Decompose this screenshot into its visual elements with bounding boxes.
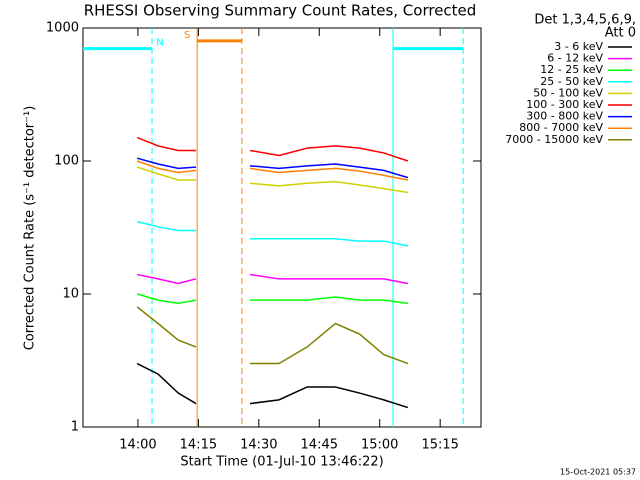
- y-tick-label: 10: [62, 287, 79, 302]
- legend-label: 100 - 300 keV: [526, 98, 603, 111]
- series-line: [136, 157, 409, 179]
- series-line: [136, 160, 409, 181]
- x-tick-label: 14:30: [240, 438, 277, 453]
- series-line: [136, 293, 409, 305]
- x-tick-label: 14:00: [119, 438, 156, 453]
- y-tick-label: 1: [71, 420, 79, 435]
- y-tick-label: 1000: [46, 21, 79, 36]
- legend-label: 800 - 7000 keV: [519, 121, 603, 134]
- series-line: [136, 306, 409, 365]
- legend-label: 6 - 12 keV: [547, 52, 603, 65]
- legend-label: 50 - 100 keV: [533, 86, 603, 99]
- legend-header: Att 0: [605, 26, 636, 41]
- plot-frame: [82, 27, 482, 428]
- legend-label: 25 - 50 keV: [540, 75, 603, 88]
- series-line: [136, 136, 409, 162]
- series-line: [136, 166, 409, 194]
- legend-header: Det 1,3,4,5,6,9,: [534, 13, 636, 28]
- legend-label: 300 - 800 keV: [526, 110, 603, 123]
- series-line: [136, 220, 409, 247]
- flag-label: S: [184, 30, 190, 41]
- series-line: [136, 273, 409, 285]
- x-tick-label: 15:00: [361, 438, 398, 453]
- legend-label: 7000 - 15000 keV: [505, 133, 603, 146]
- x-tick-label: 14:15: [180, 438, 217, 453]
- legend-label: 12 - 25 keV: [540, 63, 603, 76]
- x-axis-label: Start Time (01-Jul-10 13:46:22): [180, 455, 383, 470]
- legend-label: 3 - 6 keV: [554, 40, 603, 53]
- y-tick-label: 100: [54, 154, 79, 169]
- series-line: [136, 362, 409, 409]
- chart-title: RHESSI Observing Summary Count Rates, Co…: [84, 2, 477, 20]
- x-tick-label: 15:15: [421, 438, 458, 453]
- x-tick-label: 14:45: [301, 438, 338, 453]
- flag-label: N: [156, 38, 163, 49]
- footer: 15-Oct-2021 05:37: [560, 468, 636, 477]
- y-axis-label: Corrected Count Rate (s⁻¹ detector⁻¹): [23, 106, 38, 351]
